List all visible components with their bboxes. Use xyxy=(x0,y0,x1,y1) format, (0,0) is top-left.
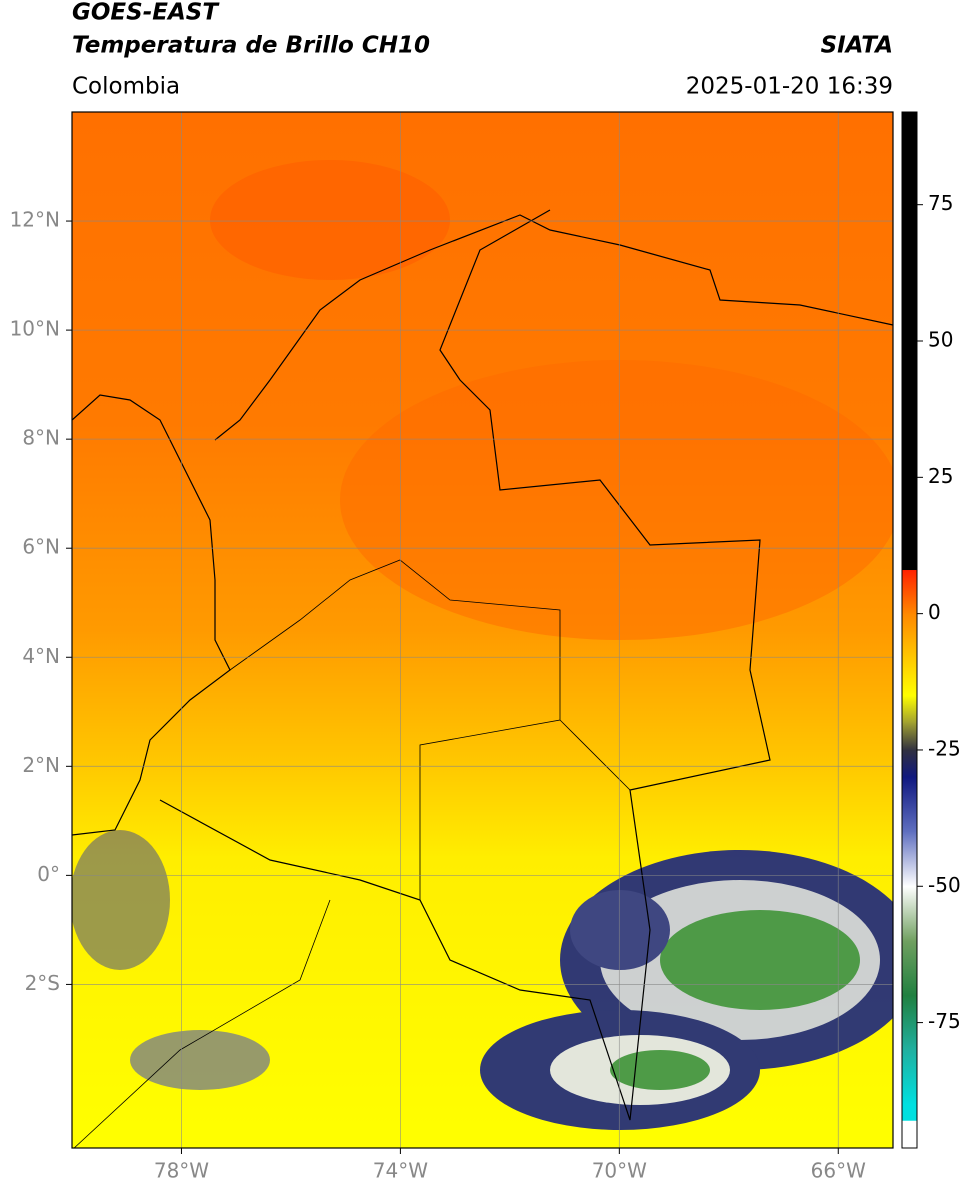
colorbar-segment xyxy=(902,1049,917,1105)
map-frame xyxy=(71,111,894,1149)
colorbar-segment xyxy=(902,112,917,571)
region: Colombia xyxy=(72,74,180,100)
colorbar-tick-label: 50 xyxy=(928,328,953,352)
x-tick-label: 78°W xyxy=(154,1159,209,1183)
y-tick-label: 2°N xyxy=(22,753,60,777)
colorbar-segment xyxy=(902,749,917,778)
colorbar-segment xyxy=(902,695,917,724)
colorbar-frame xyxy=(901,111,918,1149)
colorbar xyxy=(902,112,923,1149)
title: Temperatura de Brillo CH10 xyxy=(72,33,430,59)
colorbar-tick-label: -50 xyxy=(928,873,961,897)
y-tick-label: 4°N xyxy=(22,644,60,668)
datetime: 2025-01-20 16:39 xyxy=(686,74,893,100)
y-tick-label: 8°N xyxy=(22,426,60,450)
x-tick-label: 66°W xyxy=(811,1159,866,1183)
colorbar-tick-label: 75 xyxy=(928,191,953,215)
colorbar-segment xyxy=(902,570,917,615)
x-tick-label: 70°W xyxy=(592,1159,647,1183)
y-tick-label: 2°S xyxy=(25,971,60,995)
y-tick-label: 0° xyxy=(37,862,60,886)
title: GOES-EAST xyxy=(72,0,220,26)
colorbar-tick-label: 25 xyxy=(928,464,953,488)
colorbar-segment xyxy=(902,831,917,887)
colorbar-segment xyxy=(902,777,917,833)
source: SIATA xyxy=(821,33,893,59)
colorbar-segment xyxy=(902,886,917,942)
colorbar-tick-label: -75 xyxy=(928,1009,961,1033)
y-tick-label: 6°N xyxy=(22,535,60,559)
map-image xyxy=(72,112,893,1148)
colorbar-segment xyxy=(902,613,917,696)
y-tick-label: 10°N xyxy=(10,317,60,341)
colorbar-tick-label: 0 xyxy=(928,600,941,624)
colorbar-tick-label: -25 xyxy=(928,736,961,760)
x-tick-label: 74°W xyxy=(373,1159,428,1183)
y-tick-label: 12°N xyxy=(10,208,60,232)
colorbar-segment xyxy=(902,995,917,1051)
colorbar-segment xyxy=(902,1120,917,1149)
colorbar-segment xyxy=(902,940,917,996)
colorbar-segment xyxy=(902,722,917,751)
colorbar-segment xyxy=(902,1104,917,1122)
grid xyxy=(66,112,893,1154)
